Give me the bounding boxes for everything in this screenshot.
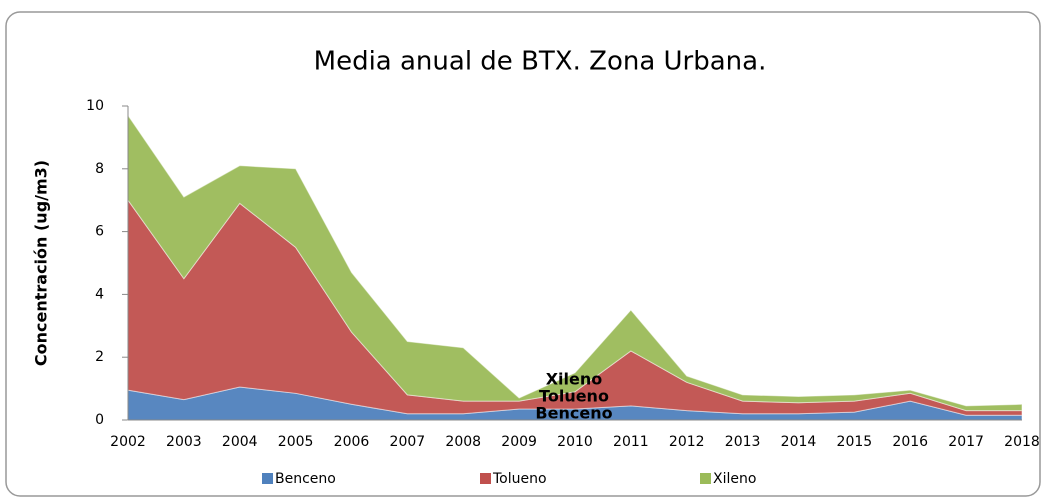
chart-title: Media anual de BTX. Zona Urbana. (314, 47, 767, 77)
y-tick-label: 2 (95, 349, 104, 365)
area (127, 113, 1023, 412)
x-tick-label: 2015 (837, 434, 873, 450)
legend-swatch (480, 473, 491, 484)
legend-label: Tolueno (492, 471, 547, 487)
x-tick-label: 2003 (166, 434, 202, 450)
x-tick-label: 2005 (278, 434, 314, 450)
x-tick-label: 2004 (222, 434, 258, 450)
annotation: Xileno (546, 370, 603, 389)
y-tick-label: 10 (86, 98, 104, 114)
x-tick-label: 2016 (892, 434, 928, 450)
x-tick-label: 2014 (781, 434, 817, 450)
x-tick-label: 2018 (1004, 434, 1040, 450)
x-tick-label: 2007 (390, 434, 426, 450)
x-tick-label: 2010 (557, 434, 593, 450)
legend-swatch (700, 473, 711, 484)
y-tick-label: 8 (95, 161, 104, 177)
x-tick-label: 2009 (501, 434, 537, 450)
y-tick-label: 4 (95, 286, 104, 302)
y-axis-label: Concentración (ug/m3) (32, 160, 51, 366)
x-tick-label: 2012 (669, 434, 705, 450)
x-tick-label: 2006 (334, 434, 370, 450)
legend-swatch (262, 473, 273, 484)
legend-label: Xileno (713, 471, 756, 487)
x-tick-label: 2017 (948, 434, 984, 450)
x-tick-label: 2002 (110, 434, 146, 450)
annotation: Tolueno (539, 387, 609, 406)
legend-label: Benceno (275, 471, 336, 487)
annotation: Benceno (535, 404, 612, 423)
x-tick-label: 2013 (725, 434, 761, 450)
y-tick-label: 0 (95, 412, 104, 428)
x-tick-label: 2008 (445, 434, 481, 450)
y-tick-label: 6 (95, 224, 104, 240)
x-tick-label: 2011 (613, 434, 649, 450)
